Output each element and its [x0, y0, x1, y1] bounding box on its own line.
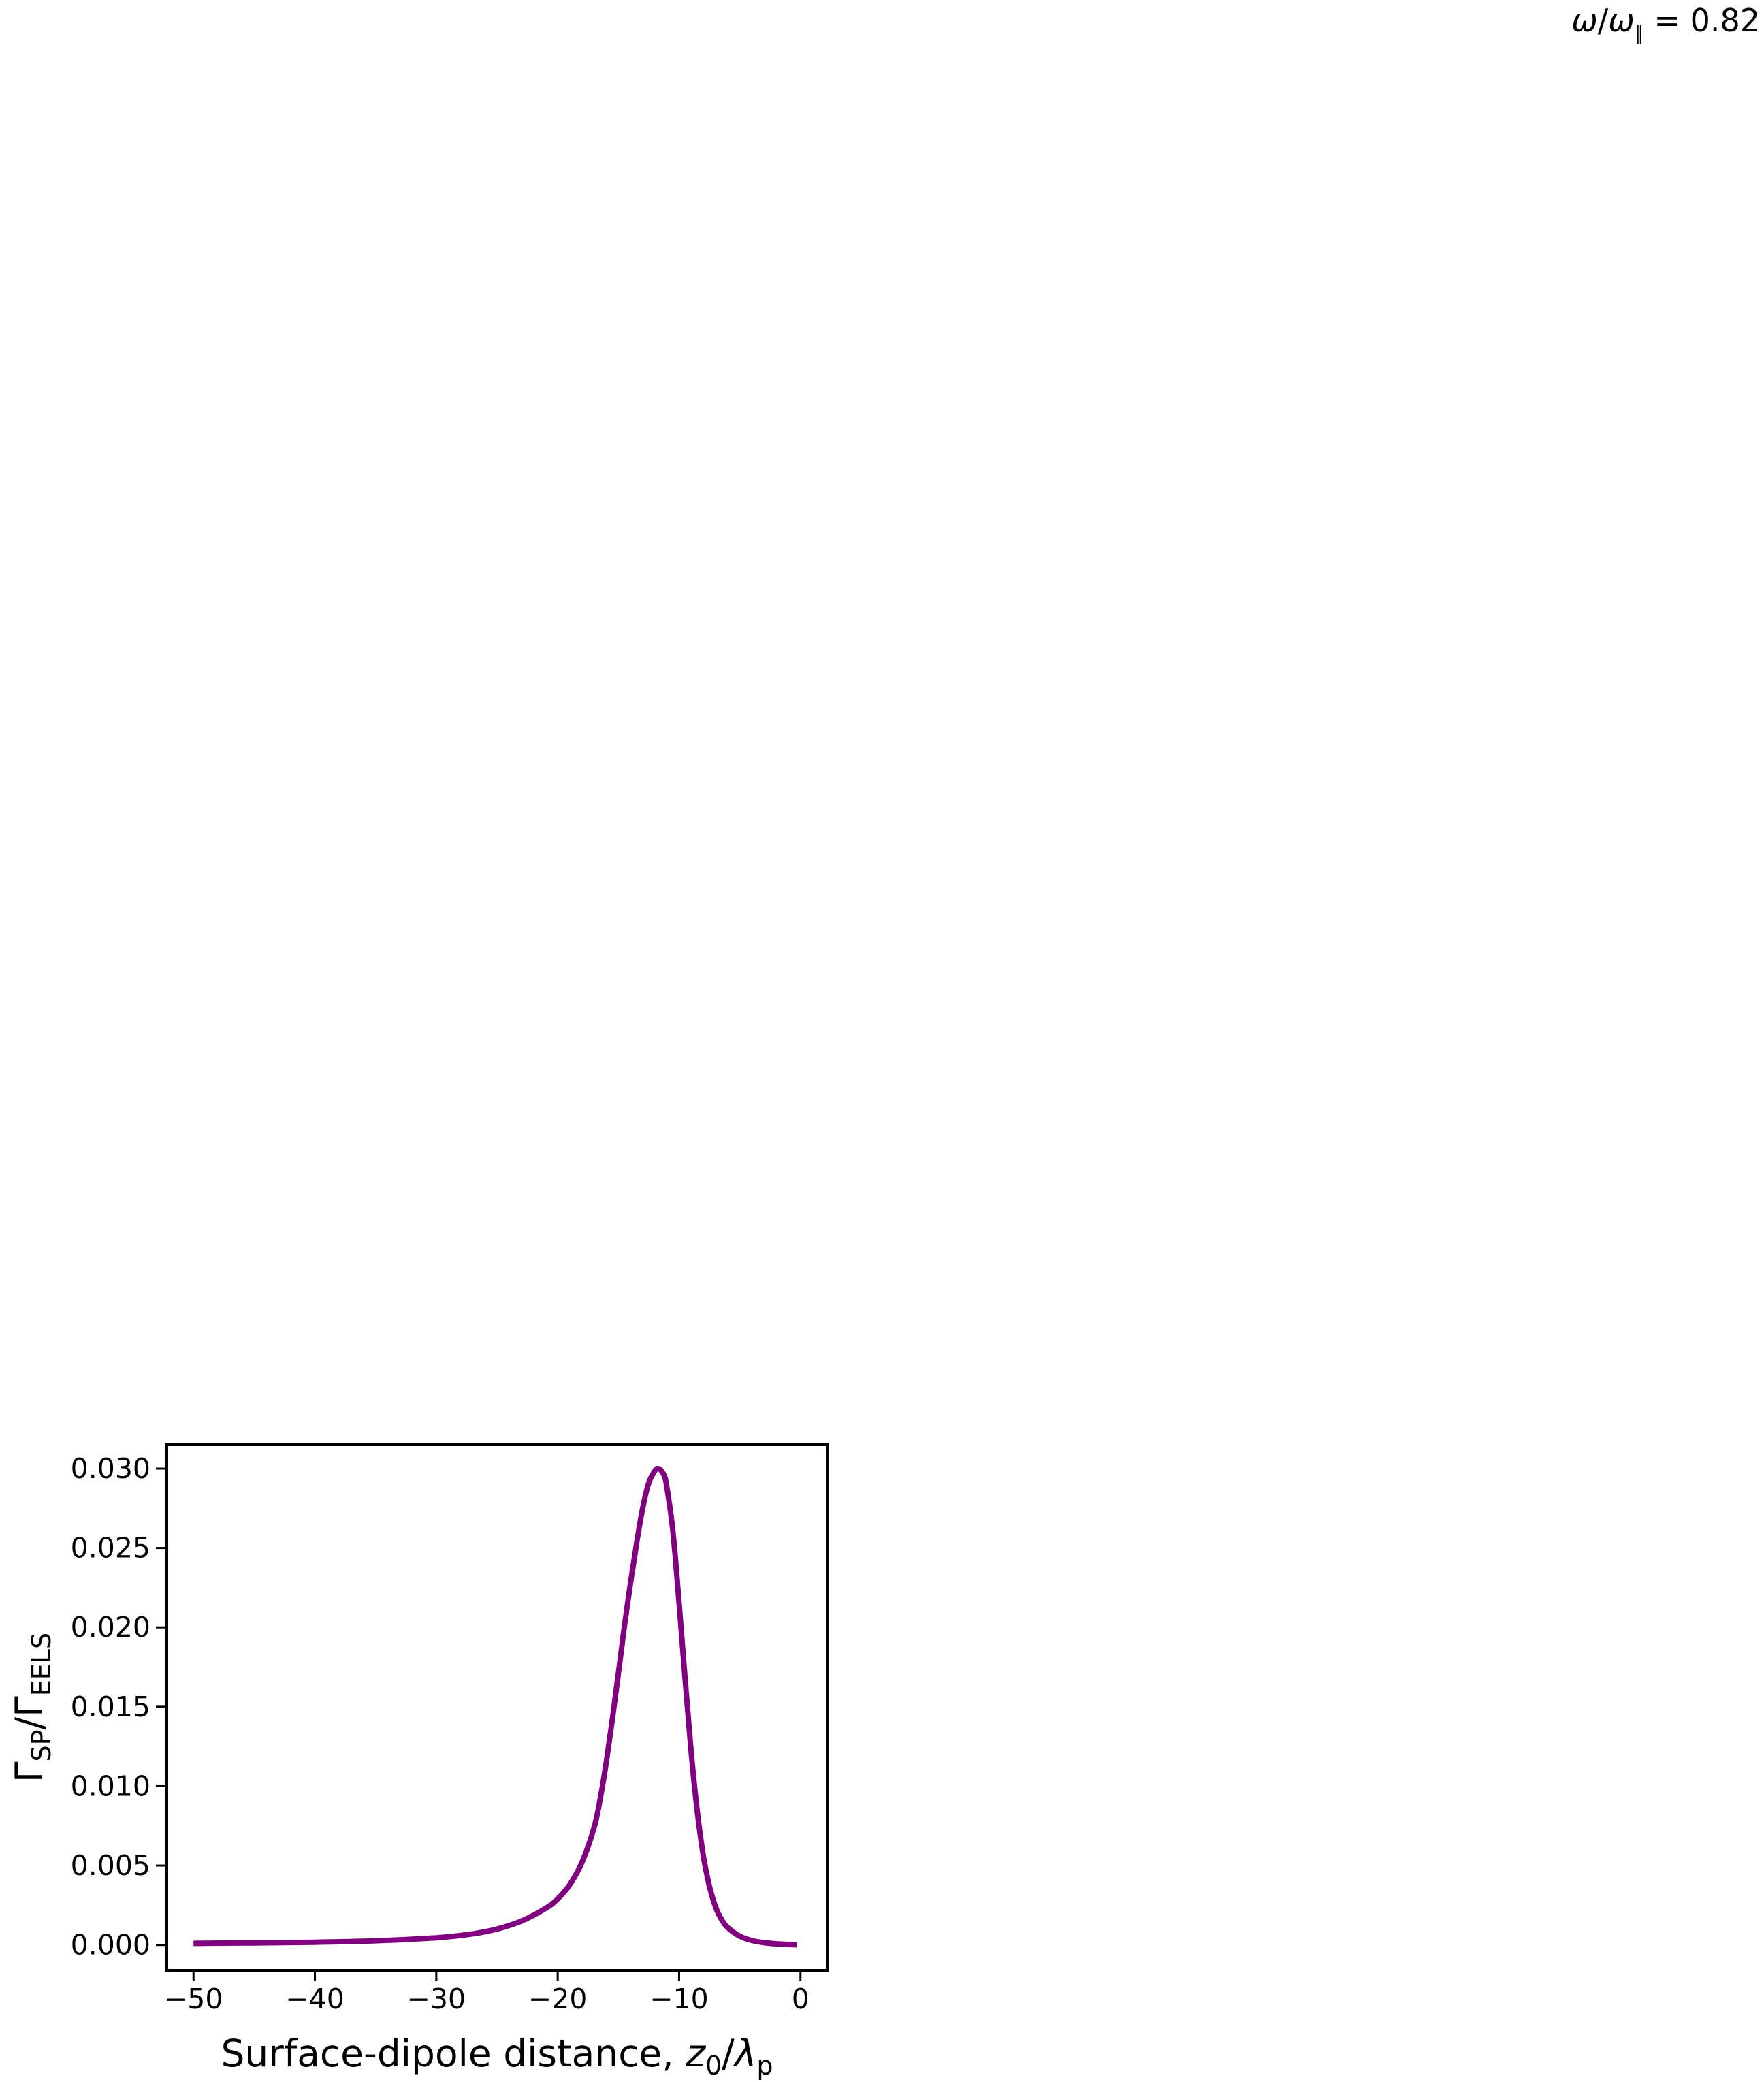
y-tick-label: 0.000 [71, 1929, 150, 1961]
y-axis-label: ΓSP/ΓEELS [7, 1633, 57, 1782]
x-tick-label: −40 [285, 1983, 344, 2015]
y-tick-label: 0.025 [71, 1532, 150, 1565]
x-tick-label: −20 [528, 1983, 588, 2015]
series-line [193, 1465, 797, 1948]
y-tick-label: 0.005 [71, 1849, 150, 1882]
axes-frame [165, 1443, 829, 1972]
x-tick-label: 0 [792, 1983, 809, 2015]
y-tick-label: 0.010 [71, 1769, 150, 1802]
x-tick-label: −10 [650, 1983, 709, 2015]
frequency-annotation: ω/ω∥ = 0.82 [1571, 2, 1760, 44]
y-tick-label: 0.030 [71, 1452, 150, 1485]
y-tick-label: 0.015 [71, 1691, 150, 1723]
y-tick-label: 0.020 [71, 1611, 150, 1644]
plot-area: −50 −40 −30 −20 −10 0 0.000 0.005 0.010 0.015 0.02… [71, 1452, 809, 2015]
x-axis-label: Surface-dipole distance, z0/λp [221, 2032, 773, 2081]
x-tick-label: −30 [407, 1983, 466, 2015]
x-tick-label: −50 [164, 1983, 223, 2015]
